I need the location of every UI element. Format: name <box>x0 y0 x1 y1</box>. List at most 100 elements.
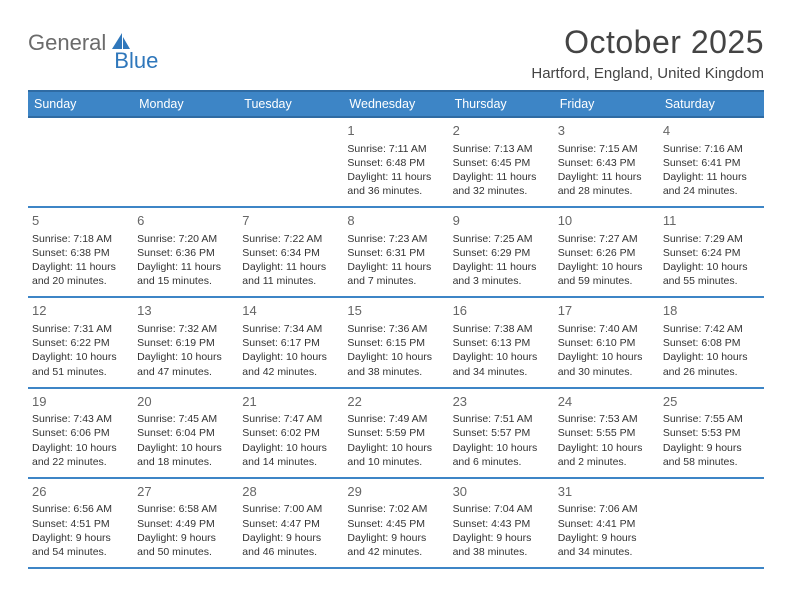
cell-line: and 58 minutes. <box>663 455 760 469</box>
day-number: 14 <box>242 302 339 320</box>
calendar-cell: 30Sunrise: 7:04 AMSunset: 4:43 PMDayligh… <box>449 479 554 567</box>
calendar-cell: 21Sunrise: 7:47 AMSunset: 6:02 PMDayligh… <box>238 389 343 477</box>
cell-line: Sunrise: 7:34 AM <box>242 322 339 336</box>
cell-line: Sunset: 6:38 PM <box>32 246 129 260</box>
cell-line: Sunset: 6:26 PM <box>558 246 655 260</box>
cell-line: and 38 minutes. <box>347 365 444 379</box>
cell-line: Sunset: 4:43 PM <box>453 517 550 531</box>
cell-line: and 7 minutes. <box>347 274 444 288</box>
day-number: 17 <box>558 302 655 320</box>
calendar-row: 26Sunrise: 6:56 AMSunset: 4:51 PMDayligh… <box>28 479 764 569</box>
calendar-cell <box>659 479 764 567</box>
cell-line: Sunset: 6:13 PM <box>453 336 550 350</box>
cell-line: and 18 minutes. <box>137 455 234 469</box>
cell-line: Sunset: 6:29 PM <box>453 246 550 260</box>
cell-line: Sunrise: 7:31 AM <box>32 322 129 336</box>
cell-line: Sunset: 6:15 PM <box>347 336 444 350</box>
day-number: 18 <box>663 302 760 320</box>
calendar-cell: 11Sunrise: 7:29 AMSunset: 6:24 PMDayligh… <box>659 208 764 296</box>
cell-line: Sunset: 6:41 PM <box>663 156 760 170</box>
cell-line: Daylight: 9 hours <box>32 531 129 545</box>
cell-line: and 34 minutes. <box>558 545 655 559</box>
cell-line: and 6 minutes. <box>453 455 550 469</box>
cell-line: Daylight: 10 hours <box>453 350 550 364</box>
cell-line: Sunrise: 7:38 AM <box>453 322 550 336</box>
cell-line: Sunrise: 7:45 AM <box>137 412 234 426</box>
cell-line: Daylight: 10 hours <box>137 441 234 455</box>
cell-line: Daylight: 11 hours <box>663 170 760 184</box>
day-number: 7 <box>242 212 339 230</box>
cell-line: and 22 minutes. <box>32 455 129 469</box>
cell-line: Daylight: 11 hours <box>137 260 234 274</box>
cell-line: Daylight: 9 hours <box>663 441 760 455</box>
cell-line: and 28 minutes. <box>558 184 655 198</box>
cell-line: Sunrise: 7:16 AM <box>663 142 760 156</box>
calendar: SundayMondayTuesdayWednesdayThursdayFrid… <box>28 90 764 569</box>
cell-line: and 36 minutes. <box>347 184 444 198</box>
calendar-cell: 10Sunrise: 7:27 AMSunset: 6:26 PMDayligh… <box>554 208 659 296</box>
cell-line: Sunset: 6:45 PM <box>453 156 550 170</box>
cell-line: Daylight: 11 hours <box>558 170 655 184</box>
cell-line: and 11 minutes. <box>242 274 339 288</box>
cell-line: Sunrise: 7:25 AM <box>453 232 550 246</box>
calendar-header-cell: Monday <box>133 92 238 116</box>
cell-line: Sunset: 5:55 PM <box>558 426 655 440</box>
cell-line: Sunset: 6:34 PM <box>242 246 339 260</box>
cell-line: and 2 minutes. <box>558 455 655 469</box>
day-number: 5 <box>32 212 129 230</box>
calendar-header-cell: Thursday <box>449 92 554 116</box>
calendar-cell: 3Sunrise: 7:15 AMSunset: 6:43 PMDaylight… <box>554 118 659 206</box>
cell-line: Sunset: 4:45 PM <box>347 517 444 531</box>
cell-line: Sunrise: 7:20 AM <box>137 232 234 246</box>
cell-line: Sunset: 6:24 PM <box>663 246 760 260</box>
cell-line: Daylight: 11 hours <box>453 260 550 274</box>
cell-line: and 38 minutes. <box>453 545 550 559</box>
cell-line: and 30 minutes. <box>558 365 655 379</box>
calendar-cell: 28Sunrise: 7:00 AMSunset: 4:47 PMDayligh… <box>238 479 343 567</box>
day-number: 1 <box>347 122 444 140</box>
cell-line: Sunrise: 7:00 AM <box>242 502 339 516</box>
calendar-cell: 13Sunrise: 7:32 AMSunset: 6:19 PMDayligh… <box>133 298 238 386</box>
calendar-cell <box>238 118 343 206</box>
calendar-cell: 6Sunrise: 7:20 AMSunset: 6:36 PMDaylight… <box>133 208 238 296</box>
cell-line: Sunrise: 7:29 AM <box>663 232 760 246</box>
cell-line: Daylight: 10 hours <box>32 350 129 364</box>
cell-line: Daylight: 11 hours <box>242 260 339 274</box>
cell-line: Sunrise: 7:13 AM <box>453 142 550 156</box>
calendar-cell <box>133 118 238 206</box>
cell-line: Sunset: 6:19 PM <box>137 336 234 350</box>
day-number: 9 <box>453 212 550 230</box>
cell-line: Sunset: 4:51 PM <box>32 517 129 531</box>
calendar-cell: 14Sunrise: 7:34 AMSunset: 6:17 PMDayligh… <box>238 298 343 386</box>
calendar-row: 19Sunrise: 7:43 AMSunset: 6:06 PMDayligh… <box>28 389 764 479</box>
page: General Blue October 2025 Hartford, Engl… <box>0 0 792 589</box>
cell-line: Sunrise: 7:18 AM <box>32 232 129 246</box>
cell-line: Sunset: 6:48 PM <box>347 156 444 170</box>
cell-line: Daylight: 9 hours <box>558 531 655 545</box>
calendar-cell: 25Sunrise: 7:55 AMSunset: 5:53 PMDayligh… <box>659 389 764 477</box>
cell-line: Sunrise: 7:04 AM <box>453 502 550 516</box>
cell-line: Sunset: 6:36 PM <box>137 246 234 260</box>
day-number: 29 <box>347 483 444 501</box>
day-number: 20 <box>137 393 234 411</box>
calendar-cell: 16Sunrise: 7:38 AMSunset: 6:13 PMDayligh… <box>449 298 554 386</box>
calendar-cell: 15Sunrise: 7:36 AMSunset: 6:15 PMDayligh… <box>343 298 448 386</box>
cell-line: Daylight: 9 hours <box>137 531 234 545</box>
cell-line: Sunrise: 7:32 AM <box>137 322 234 336</box>
calendar-cell: 31Sunrise: 7:06 AMSunset: 4:41 PMDayligh… <box>554 479 659 567</box>
calendar-cell: 5Sunrise: 7:18 AMSunset: 6:38 PMDaylight… <box>28 208 133 296</box>
cell-line: Daylight: 10 hours <box>558 441 655 455</box>
logo: General Blue <box>28 30 180 56</box>
calendar-cell: 18Sunrise: 7:42 AMSunset: 6:08 PMDayligh… <box>659 298 764 386</box>
cell-line: Sunrise: 6:56 AM <box>32 502 129 516</box>
calendar-cell: 7Sunrise: 7:22 AMSunset: 6:34 PMDaylight… <box>238 208 343 296</box>
calendar-header-row: SundayMondayTuesdayWednesdayThursdayFrid… <box>28 90 764 118</box>
cell-line: Sunset: 6:06 PM <box>32 426 129 440</box>
cell-line: Daylight: 10 hours <box>558 350 655 364</box>
calendar-header-cell: Friday <box>554 92 659 116</box>
calendar-cell <box>28 118 133 206</box>
cell-line: Daylight: 10 hours <box>347 350 444 364</box>
cell-line: and 26 minutes. <box>663 365 760 379</box>
cell-line: and 10 minutes. <box>347 455 444 469</box>
cell-line: Sunrise: 7:55 AM <box>663 412 760 426</box>
